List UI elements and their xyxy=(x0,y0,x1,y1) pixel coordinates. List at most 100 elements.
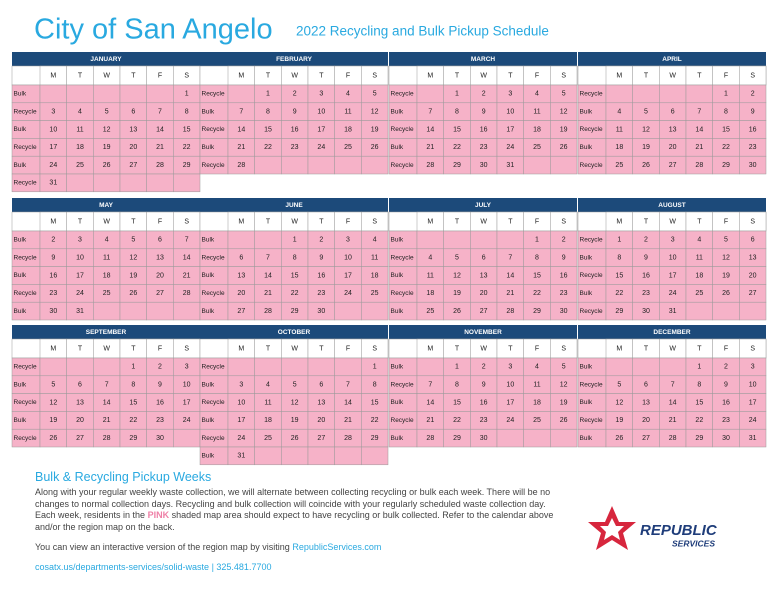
week-label: Bulk xyxy=(202,108,215,115)
day-number: 14 xyxy=(156,126,164,133)
weekday: F xyxy=(158,72,162,79)
weekday: W xyxy=(669,72,676,79)
contact[interactable]: cosatx.us/departments-services/solid-was… xyxy=(35,562,272,572)
day-cell xyxy=(739,428,767,448)
weekday: T xyxy=(78,218,83,225)
week-label: Recycle xyxy=(580,237,604,244)
day-number: 30 xyxy=(480,162,488,169)
day-number: 14 xyxy=(264,272,272,279)
day-number: 8 xyxy=(724,109,728,116)
day-cell xyxy=(39,84,67,104)
day-number: 12 xyxy=(103,126,111,133)
week-label: Recycle xyxy=(391,290,415,297)
day-number: 29 xyxy=(291,308,299,315)
weekday: T xyxy=(508,72,513,79)
day-number: 10 xyxy=(506,382,514,389)
week-label: Bulk xyxy=(391,435,404,442)
day-cell xyxy=(361,301,389,321)
day-number: 13 xyxy=(749,255,757,262)
day-number: 10 xyxy=(669,255,677,262)
day-number: 5 xyxy=(131,237,135,244)
week-label: Bulk xyxy=(580,435,593,442)
day-number: 24 xyxy=(506,417,514,424)
day-cell xyxy=(307,446,335,466)
day-number: 5 xyxy=(617,382,621,389)
week-label: Recycle xyxy=(202,126,226,133)
day-number: 15 xyxy=(615,272,623,279)
week-label: Recycle xyxy=(391,417,415,424)
week-label: Recycle xyxy=(580,417,604,424)
day-number: 26 xyxy=(722,290,730,297)
weekday: F xyxy=(724,72,728,79)
month-name: JUNE xyxy=(285,202,303,209)
day-number: 11 xyxy=(344,109,351,116)
weekday: S xyxy=(561,345,566,352)
weekday: T xyxy=(266,218,271,225)
day-number: 4 xyxy=(535,364,539,371)
day-number: 18 xyxy=(371,272,379,279)
month-header xyxy=(12,325,200,339)
weekday: T xyxy=(508,345,513,352)
week-label: Recycle xyxy=(14,254,38,261)
day-number: 26 xyxy=(49,435,57,442)
day-number: 21 xyxy=(695,144,703,151)
day-number: 29 xyxy=(129,435,137,442)
day-number: 11 xyxy=(103,255,110,262)
weekday: T xyxy=(78,72,83,79)
day-cell xyxy=(281,155,309,175)
week-label: Bulk xyxy=(391,237,404,244)
day-number: 10 xyxy=(344,255,352,262)
weekday: F xyxy=(346,218,350,225)
day-number: 23 xyxy=(49,290,57,297)
day-number: 5 xyxy=(373,91,377,98)
day-cell xyxy=(496,428,524,448)
day-number: 8 xyxy=(697,382,701,389)
logo-tagline: SERVICES xyxy=(672,538,715,548)
day-number: 12 xyxy=(453,272,461,279)
day-number: 26 xyxy=(103,162,111,169)
day-number: 13 xyxy=(669,126,677,133)
weekday: S xyxy=(561,218,566,225)
day-number: 27 xyxy=(317,435,325,442)
week-label: Bulk xyxy=(14,237,27,244)
day-number: 25 xyxy=(533,144,541,151)
day-number: 1 xyxy=(617,237,621,244)
day-number: 20 xyxy=(76,417,84,424)
day-number: 22 xyxy=(695,417,703,424)
day-number: 23 xyxy=(749,144,757,151)
day-number: 28 xyxy=(426,162,434,169)
day-number: 24 xyxy=(344,290,352,297)
weekday: T xyxy=(319,218,324,225)
week-label: Bulk xyxy=(202,381,215,388)
day-number: 14 xyxy=(506,272,514,279)
week-label: Recycle xyxy=(391,91,415,98)
map-link[interactable]: RepublicServices.com xyxy=(292,542,382,552)
day-number: 24 xyxy=(183,417,191,424)
week-label: Recycle xyxy=(202,364,226,371)
week-label: Bulk xyxy=(391,144,404,151)
day-number: 23 xyxy=(722,417,730,424)
day-number: 4 xyxy=(346,91,350,98)
month-name: APRIL xyxy=(662,56,682,63)
day-number: 22 xyxy=(453,144,461,151)
weekday: W xyxy=(480,218,487,225)
day-cell xyxy=(605,84,633,104)
day-cell xyxy=(281,357,309,377)
weekday: M xyxy=(238,72,244,79)
day-cell xyxy=(254,357,282,377)
day-number: 20 xyxy=(749,272,757,279)
day-number: 23 xyxy=(480,417,488,424)
day-number: 1 xyxy=(266,91,270,98)
weekday: T xyxy=(455,345,460,352)
day-number: 12 xyxy=(371,109,379,116)
day-number: 25 xyxy=(264,435,272,442)
day-number: 13 xyxy=(237,272,245,279)
day-number: 16 xyxy=(291,126,299,133)
day-cell xyxy=(66,84,94,104)
day-number: 5 xyxy=(562,91,566,98)
day-number: 16 xyxy=(642,272,650,279)
day-cell xyxy=(550,301,578,321)
weekday: M xyxy=(50,72,56,79)
day-number: 7 xyxy=(158,109,162,116)
